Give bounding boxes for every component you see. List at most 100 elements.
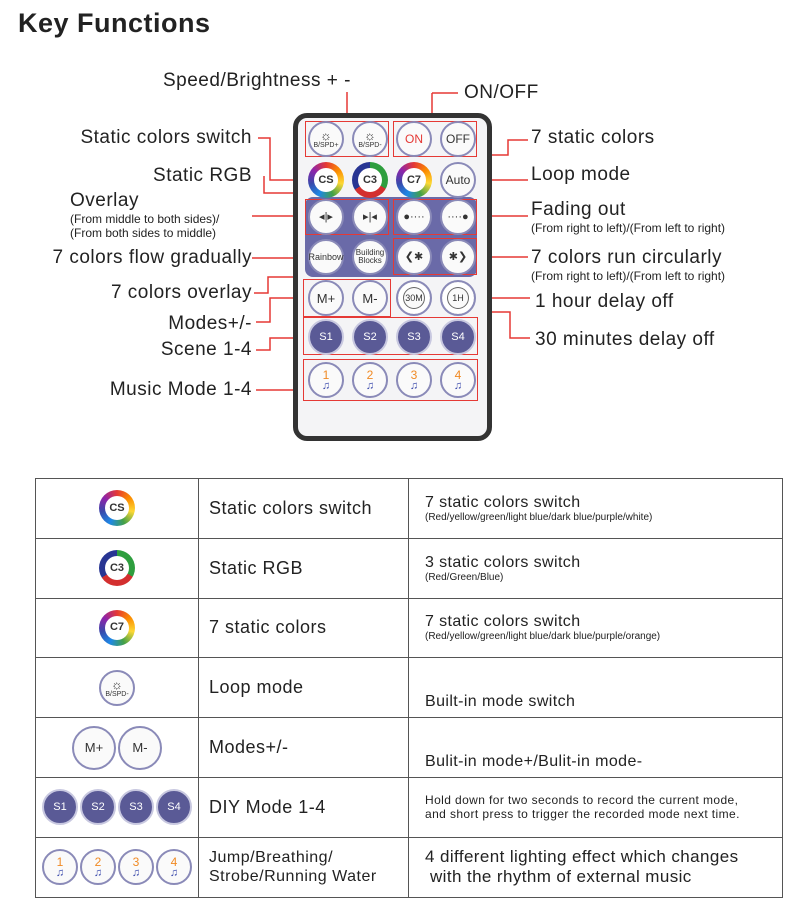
description-cell: 3 static colors switch (Red/Green/Blue) xyxy=(408,537,783,599)
run-sub: (From right to left)/(From left to right… xyxy=(531,269,726,283)
label-overlay: Overlay (From middle to both sides)/(From… xyxy=(70,190,219,240)
function-cell: 7 static colors xyxy=(198,597,409,659)
functions-table: CS Static colors switch 7 static colors … xyxy=(35,478,783,898)
s4-icon: S4 xyxy=(156,789,192,826)
label-7-static-colors: 7 static colors xyxy=(531,127,655,148)
fade-left-button[interactable]: ●···· xyxy=(396,199,432,235)
run-right-button[interactable]: ✱❯ xyxy=(440,239,476,275)
run-title: 7 colors run circularly xyxy=(531,247,722,268)
sun-icon: ☼ xyxy=(320,128,332,143)
overlay-in-button[interactable]: ▸|◂ xyxy=(352,199,388,235)
function-cell: Modes+/- xyxy=(198,717,409,778)
scene-4-button[interactable]: S4 xyxy=(440,319,476,355)
fading-title: Fading out xyxy=(531,199,626,220)
music-2-button[interactable]: 2 ♫ xyxy=(352,362,388,398)
mode-minus-button[interactable]: M- xyxy=(352,280,388,316)
desc-line-2: with the rhythm of external music xyxy=(430,867,692,887)
icon-cell: M+ M- xyxy=(35,717,199,778)
desc: 3 static colors switch xyxy=(425,553,581,571)
icon-cell: CS xyxy=(35,478,199,539)
auto-button[interactable]: Auto xyxy=(440,162,476,198)
m-plus-icon: M+ xyxy=(72,725,116,770)
function-cell: Static colors switch xyxy=(198,478,409,539)
spd-minus-label: B/SPD- xyxy=(358,142,382,149)
scene-1-button[interactable]: S1 xyxy=(308,319,344,355)
music-buttons-icon: 1 ♫ 2 ♫ 3 ♫ 4 ♫ xyxy=(42,849,192,886)
brightness-down-button[interactable]: ☼ B/SPD- xyxy=(352,121,388,157)
fade-right-button[interactable]: ····● xyxy=(440,199,476,235)
scene-2-button[interactable]: S2 xyxy=(352,319,388,355)
music-number: 3 xyxy=(410,367,418,382)
cs-button[interactable]: CS xyxy=(308,162,344,198)
function-line-1: Jump/Breathing/ xyxy=(209,848,334,866)
function-cell: Static RGB xyxy=(198,537,409,599)
music-note-icon: ♫ xyxy=(453,379,463,392)
table-row: M+ M- Modes+/- Bulit-in mode+/Bulit-in mo… xyxy=(35,717,783,778)
on-button[interactable]: ON xyxy=(396,121,432,157)
function-cell: Loop mode xyxy=(198,657,409,719)
label-modes: Modes+/- xyxy=(168,313,252,334)
timer-30m-button[interactable]: 30M xyxy=(396,280,432,316)
label-static-rgb: Static RGB xyxy=(153,165,252,186)
rainbow-button[interactable]: Rainbow xyxy=(308,239,344,275)
icon-label: B/SPD- xyxy=(105,690,129,698)
label-on-off: ON/OFF xyxy=(464,82,539,103)
spd-plus-label: B/SPD+ xyxy=(313,142,339,149)
music-note-icon: ♫ xyxy=(409,379,419,392)
detail-line-1: Hold down for two seconds to record the … xyxy=(425,793,739,808)
music-number: 2 xyxy=(366,367,374,382)
page-title: Key Functions xyxy=(18,8,211,38)
overlay-sub2: (From both sides to middle) xyxy=(70,226,217,240)
s3-icon: S3 xyxy=(118,789,154,826)
timer-1h-button[interactable]: 1H xyxy=(440,280,476,316)
icon-cell: ☼ B/SPD- xyxy=(35,657,199,719)
label-overlay7: 7 colors overlay xyxy=(110,282,252,303)
overlay-sub1: (From middle to both sides)/ xyxy=(70,212,220,226)
music-1-icon: 1 ♫ xyxy=(42,849,78,886)
brightness-up-button[interactable]: ☼ B/SPD+ xyxy=(308,121,344,157)
fading-sub: (From right to left)/(From left to right… xyxy=(531,221,726,235)
music-number: 1 xyxy=(322,367,330,382)
icon-cell: C3 xyxy=(35,537,199,599)
music-4-button[interactable]: 4 ♫ xyxy=(440,362,476,398)
music-3-icon: 3 ♫ xyxy=(118,849,154,886)
sun-icon: ☼ xyxy=(364,128,376,143)
music-1-button[interactable]: 1 ♫ xyxy=(308,362,344,398)
run-left-button[interactable]: ❮✱ xyxy=(396,239,432,275)
description-cell: Built-in mode switch xyxy=(408,657,783,719)
c3-icon: C3 xyxy=(99,550,135,586)
scene-3-button[interactable]: S3 xyxy=(396,319,432,355)
building-blocks-button[interactable]: Building Blocks xyxy=(352,239,388,275)
label-run-circularly: 7 colors run circularly (From right to le… xyxy=(531,247,725,283)
fade-right-icon: ····● xyxy=(447,210,469,223)
c7-button[interactable]: C7 xyxy=(396,162,432,198)
label-scene: Scene 1-4 xyxy=(160,339,252,360)
mode-plus-button[interactable]: M+ xyxy=(308,280,344,316)
c3-button[interactable]: C3 xyxy=(352,162,388,198)
music-note-icon: ♫ xyxy=(365,379,375,392)
s1-icon: S1 xyxy=(42,789,78,826)
music-3-button[interactable]: 3 ♫ xyxy=(396,362,432,398)
label-1h-delay: 1 hour delay off xyxy=(535,291,674,312)
function-cell: DIY Mode 1-4 xyxy=(198,776,409,838)
description-cell: 7 static colors switch (Red/yellow/green/… xyxy=(408,478,783,539)
detail: (Red/yellow/green/light blue/dark blue/p… xyxy=(425,631,661,643)
desc: 7 static colors switch xyxy=(425,493,581,511)
cs-icon: CS xyxy=(99,490,135,526)
music-2-icon: 2 ♫ xyxy=(80,849,116,886)
table-row: S1 S2 S3 S4 DIY Mode 1-4 Hold down for two … xyxy=(35,776,783,838)
label-speed-brightness: Speed/Brightness + - xyxy=(163,70,351,91)
c7-icon: C7 xyxy=(99,610,135,646)
description-cell: Hold down for two seconds to record the … xyxy=(408,776,783,838)
overlay-out-button[interactable]: ◂|▸ xyxy=(308,199,344,235)
function-line-2: Strobe/Running Water xyxy=(209,868,377,886)
desc-line-1: 4 different lighting effect which change… xyxy=(425,846,739,866)
label-static-colors-switch: Static colors switch xyxy=(80,127,252,148)
arrows-in-icon: ▸|◂ xyxy=(363,210,377,223)
label-flow: 7 colors flow gradually xyxy=(52,247,252,268)
s2-icon: S2 xyxy=(80,789,116,826)
table-row: ☼ B/SPD- Loop mode Built-in mode switch xyxy=(35,657,783,719)
description-cell: 7 static colors switch (Red/yellow/green/… xyxy=(408,597,783,659)
description-cell: Bulit-in mode+/Bulit-in mode- xyxy=(408,717,783,778)
off-button[interactable]: OFF xyxy=(440,121,476,157)
